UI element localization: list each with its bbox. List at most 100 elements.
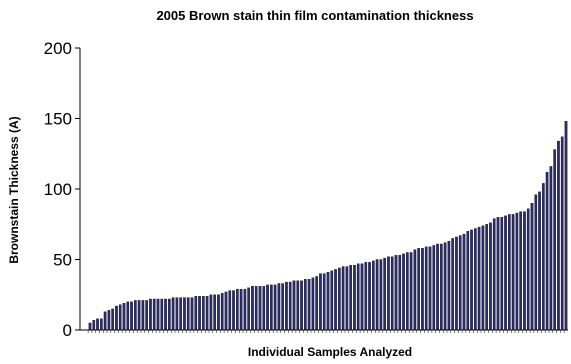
bar — [281, 283, 284, 331]
bar — [273, 284, 277, 331]
bar — [243, 288, 247, 331]
bar — [338, 267, 341, 331]
bar — [364, 262, 368, 331]
bar — [489, 222, 492, 331]
bar — [266, 284, 269, 331]
bar — [466, 231, 470, 331]
bar — [515, 212, 519, 331]
bar — [455, 236, 458, 331]
chart-title: 2005 Brown stain thin film contamination… — [156, 8, 474, 23]
bar — [326, 272, 330, 331]
bar — [443, 242, 447, 331]
bar — [296, 280, 300, 331]
bar — [270, 284, 273, 331]
bar — [447, 241, 451, 331]
bar — [122, 303, 126, 331]
bar — [394, 255, 398, 331]
bar — [254, 286, 258, 331]
bar — [103, 311, 107, 331]
bar — [258, 286, 262, 331]
bar — [530, 202, 534, 331]
bar — [379, 259, 383, 331]
bar — [504, 215, 507, 331]
bar — [141, 300, 145, 331]
bar — [353, 264, 356, 331]
bar — [217, 294, 220, 331]
bar — [160, 298, 164, 331]
bar — [145, 300, 148, 331]
bar — [88, 322, 92, 331]
bar — [137, 300, 141, 331]
bar — [304, 279, 307, 331]
bar — [330, 270, 334, 331]
bar — [96, 318, 99, 331]
bar — [224, 291, 228, 331]
bar — [190, 297, 194, 331]
bar — [534, 194, 538, 331]
bar — [470, 229, 473, 331]
bar — [462, 233, 466, 331]
bar — [390, 256, 394, 331]
bar — [519, 211, 522, 331]
bar — [526, 208, 530, 331]
axes-group: 0 50 100 150 200 — [44, 39, 568, 340]
bar — [398, 255, 402, 331]
bar — [564, 121, 568, 331]
bar — [130, 301, 133, 331]
bar — [307, 279, 311, 331]
bar — [247, 287, 250, 331]
bar — [115, 305, 118, 331]
y-tick-label: 50 — [53, 251, 72, 270]
bar — [557, 140, 560, 331]
bar — [345, 266, 349, 331]
bar — [545, 171, 549, 331]
bar — [107, 310, 111, 331]
bar — [542, 183, 545, 331]
bar — [315, 276, 318, 331]
bar — [417, 248, 420, 331]
bar — [100, 318, 103, 331]
bar — [118, 304, 122, 331]
bar — [168, 298, 171, 331]
bar — [474, 228, 477, 331]
bar — [156, 298, 160, 331]
y-tick-label: 100 — [44, 180, 72, 199]
bar — [285, 281, 288, 331]
bar — [413, 249, 417, 331]
bar — [481, 225, 485, 331]
bar — [198, 296, 201, 331]
bar — [126, 301, 130, 331]
bar — [356, 263, 360, 331]
bar — [492, 218, 496, 331]
bar — [111, 308, 114, 331]
bar — [432, 245, 436, 331]
x-axis-label: Individual Samples Analyzed — [247, 345, 413, 359]
bar — [406, 252, 409, 331]
bar — [179, 297, 182, 331]
bar — [523, 211, 526, 331]
bar — [511, 214, 515, 331]
bar — [262, 286, 266, 331]
bar — [496, 217, 500, 331]
bars-group — [88, 121, 568, 331]
y-tick-label: 150 — [44, 110, 72, 129]
bar — [477, 226, 481, 331]
bar — [251, 286, 254, 331]
bar — [440, 243, 443, 331]
bar — [341, 266, 345, 331]
bar — [183, 297, 186, 331]
bar — [288, 281, 292, 331]
bar — [277, 283, 281, 331]
bar — [149, 298, 152, 331]
bar — [451, 238, 454, 331]
bar — [375, 259, 379, 331]
bar — [349, 264, 352, 331]
bar — [360, 263, 364, 331]
bar — [213, 294, 216, 331]
bar — [421, 248, 424, 331]
bar — [553, 149, 556, 331]
bar — [239, 288, 243, 331]
bar — [134, 300, 137, 331]
bar — [300, 280, 303, 331]
bar — [322, 273, 326, 331]
